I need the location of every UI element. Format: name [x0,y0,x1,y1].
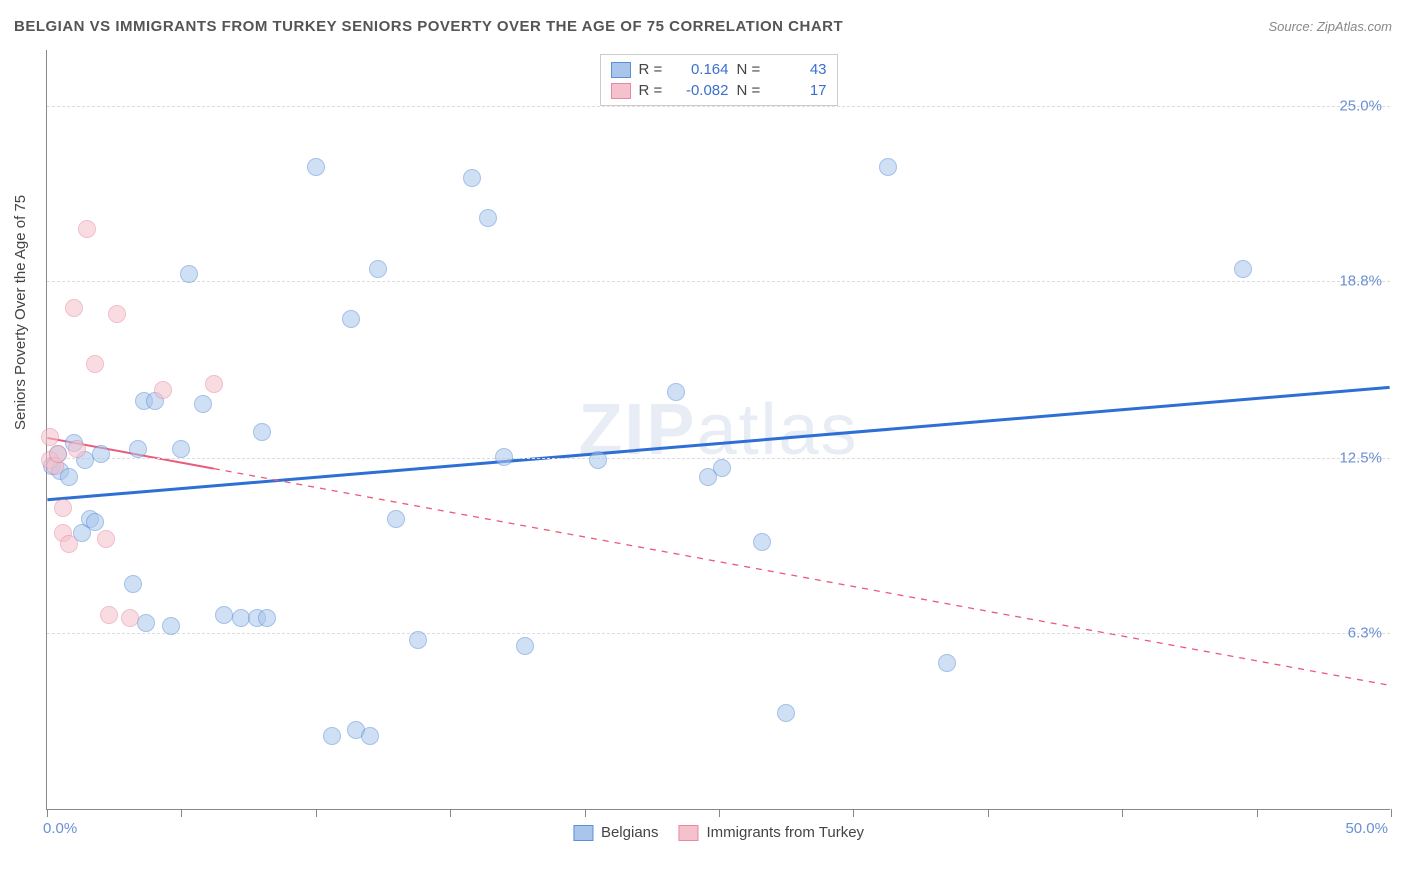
y-tick-label: 6.3% [1348,624,1382,641]
legend-r-value: 0.164 [675,61,729,78]
x-tick [853,809,854,817]
scatter-point [172,440,190,458]
gridline [47,106,1390,107]
scatter-point [589,451,607,469]
gridline [47,633,1390,634]
scatter-point [753,533,771,551]
scatter-point [137,614,155,632]
scatter-point [713,459,731,477]
scatter-point [100,606,118,624]
x-tick [1122,809,1123,817]
scatter-point [387,510,405,528]
scatter-point [258,609,276,627]
x-tick [316,809,317,817]
source-attribution: Source: ZipAtlas.com [1268,19,1392,34]
correlation-legend-row: R = 0.164 N = 43 [611,59,827,80]
scatter-point [86,355,104,373]
gridline [47,281,1390,282]
scatter-point [78,220,96,238]
x-tick [450,809,451,817]
scatter-point [777,704,795,722]
legend-n-label: N = [737,82,765,99]
x-tick [585,809,586,817]
y-tick-label: 12.5% [1339,450,1382,467]
scatter-point [108,305,126,323]
scatter-point [253,423,271,441]
scatter-point [49,445,67,463]
trend-line [47,387,1389,499]
series-legend-item: Immigrants from Turkey [679,824,865,841]
series-legend-label: Immigrants from Turkey [707,824,865,841]
scatter-point [463,169,481,187]
scatter-point [1234,260,1252,278]
scatter-point [124,575,142,593]
legend-r-label: R = [639,61,667,78]
scatter-point [307,158,325,176]
scatter-point [938,654,956,672]
scatter-point [86,513,104,531]
x-tick [1257,809,1258,817]
scatter-point [323,727,341,745]
chart-title: BELGIAN VS IMMIGRANTS FROM TURKEY SENIOR… [14,18,843,35]
scatter-point [215,606,233,624]
legend-r-label: R = [639,82,667,99]
legend-n-value: 43 [773,61,827,78]
y-axis-title: Seniors Poverty Over the Age of 75 [12,195,29,430]
series-legend-label: Belgians [601,824,659,841]
scatter-point [162,617,180,635]
x-tick [47,809,48,817]
scatter-point [409,631,427,649]
header: BELGIAN VS IMMIGRANTS FROM TURKEY SENIOR… [14,18,1392,35]
scatter-point [495,448,513,466]
x-tick [181,809,182,817]
legend-n-value: 17 [773,82,827,99]
scatter-point [667,383,685,401]
y-tick-label: 18.8% [1339,272,1382,289]
x-tick [719,809,720,817]
scatter-point [60,535,78,553]
legend-swatch [679,825,699,841]
scatter-point [342,310,360,328]
correlation-legend-row: R = -0.082 N = 17 [611,80,827,101]
series-legend: Belgians Immigrants from Turkey [573,824,864,841]
x-tick [988,809,989,817]
y-tick-label: 25.0% [1339,98,1382,115]
series-legend-item: Belgians [573,824,659,841]
x-axis-end-label: 50.0% [1345,820,1388,837]
scatter-point [41,428,59,446]
trend-line-extrapolated [214,469,1390,686]
chart-plot-area: ZIPatlas R =0.164N =43R =-0.082N =17 Bel… [46,50,1390,810]
scatter-point [97,530,115,548]
scatter-point [361,727,379,745]
scatter-point [154,381,172,399]
scatter-point [65,299,83,317]
scatter-point [121,609,139,627]
legend-swatch [573,825,593,841]
correlation-legend: R = 0.164 N = 43 R = -0.082 N = 17 [600,54,838,106]
x-tick [1391,809,1392,817]
scatter-point [479,209,497,227]
scatter-point [68,440,86,458]
scatter-point [369,260,387,278]
scatter-point [92,445,110,463]
scatter-point [879,158,897,176]
scatter-point [194,395,212,413]
legend-n-label: N = [737,61,765,78]
scatter-point [516,637,534,655]
scatter-point [129,440,147,458]
x-axis-start-label: 0.0% [43,820,77,837]
legend-r-value: -0.082 [675,82,729,99]
legend-swatch [611,83,631,99]
scatter-point [180,265,198,283]
trend-lines-layer [47,50,1390,809]
scatter-point [54,499,72,517]
scatter-point [205,375,223,393]
legend-swatch [611,62,631,78]
